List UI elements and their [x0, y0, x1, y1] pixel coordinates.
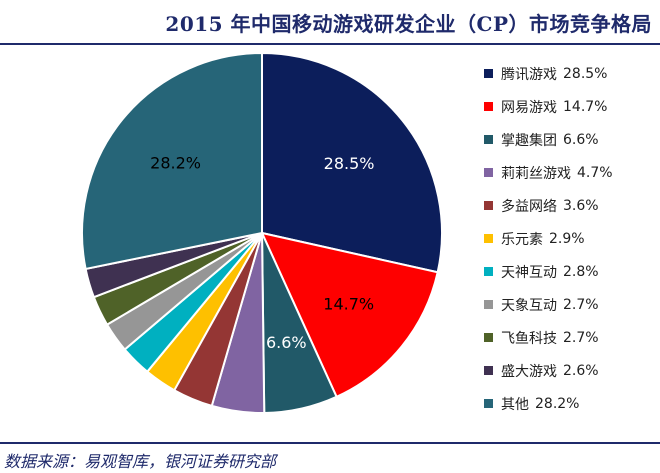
- legend-value: 6.6%: [563, 131, 599, 148]
- chart-title: 2015 年中国移动游戏研发企业（CP）市场竞争格局: [165, 12, 652, 36]
- legend-item-8: 飞鱼科技 2.7%: [484, 321, 656, 354]
- legend-value: 28.2%: [535, 395, 580, 412]
- legend-label: 飞鱼科技: [501, 330, 557, 347]
- legend-swatch: [484, 69, 493, 78]
- legend-value: 2.7%: [563, 329, 599, 346]
- legend-value: 14.7%: [563, 98, 608, 115]
- legend-item-10: 其他 28.2%: [484, 387, 656, 420]
- legend-label: 多益网络: [501, 198, 557, 215]
- pie-data-label-1: 14.7%: [323, 294, 374, 313]
- legend-label: 网易游戏: [501, 99, 557, 116]
- legend-item-5: 乐元素 2.9%: [484, 222, 656, 255]
- legend-swatch: [484, 135, 493, 144]
- legend-value: 2.7%: [563, 296, 599, 313]
- legend-label: 莉莉丝游戏: [501, 165, 571, 182]
- legend-item-4: 多益网络 3.6%: [484, 189, 656, 222]
- pie-slice-0: [261, 51, 443, 274]
- legend-swatch: [484, 201, 493, 210]
- data-source: 数据来源：易观智库，银河证券研究部: [4, 452, 277, 471]
- pie-slice-10: [81, 51, 263, 271]
- legend-value: 2.9%: [549, 230, 585, 247]
- legend-value: 3.6%: [563, 197, 599, 214]
- legend-label: 乐元素: [501, 231, 543, 248]
- legend-label: 盛大游戏: [501, 363, 557, 380]
- legend-swatch: [484, 234, 493, 243]
- pie-data-label-10: 28.2%: [150, 153, 201, 172]
- legend-swatch: [484, 102, 493, 111]
- legend-label: 天神互动: [501, 264, 557, 281]
- legend-item-0: 腾讯游戏 28.5%: [484, 57, 656, 90]
- legend-label: 其他: [501, 396, 529, 413]
- legend-label: 掌趣集团: [501, 132, 557, 149]
- title-divider: [0, 43, 660, 45]
- legend-value: 2.8%: [563, 263, 599, 280]
- legend-item-1: 网易游戏 14.7%: [484, 90, 656, 123]
- legend-item-9: 盛大游戏 2.6%: [484, 354, 656, 387]
- legend-label: 腾讯游戏: [501, 66, 557, 83]
- legend-value: 28.5%: [563, 65, 608, 82]
- legend-swatch: [484, 300, 493, 309]
- legend-item-6: 天神互动 2.8%: [484, 255, 656, 288]
- legend-value: 2.6%: [563, 362, 599, 379]
- legend-swatch: [484, 267, 493, 276]
- pie-chart: 28.5% 14.7% 6.6% 28.2%: [81, 51, 443, 415]
- footer-divider: [0, 442, 660, 444]
- legend-swatch: [484, 168, 493, 177]
- legend-item-7: 天象互动 2.7%: [484, 288, 656, 321]
- pie-data-label-0: 28.5%: [324, 154, 375, 173]
- legend-label: 天象互动: [501, 297, 557, 314]
- pie-slice-1: [260, 231, 439, 399]
- chart-legend: 腾讯游戏 28.5% 网易游戏 14.7% 掌趣集团 6.6% 莉莉丝游戏 4.7% 多益网络 3…: [484, 57, 656, 420]
- pie-data-label-2: 6.6%: [266, 333, 307, 352]
- legend-swatch: [484, 333, 493, 342]
- legend-swatch: [484, 366, 493, 375]
- legend-item-2: 掌趣集团 6.6%: [484, 123, 656, 156]
- legend-swatch: [484, 399, 493, 408]
- legend-item-3: 莉莉丝游戏 4.7%: [484, 156, 656, 189]
- legend-value: 4.7%: [577, 164, 613, 181]
